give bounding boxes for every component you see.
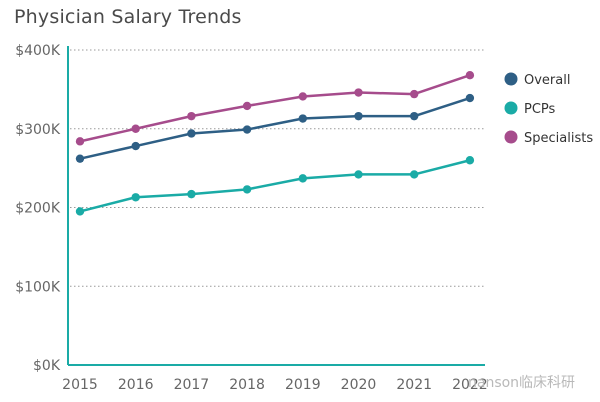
legend-label-specialists: Specialists: [524, 131, 593, 146]
legend-label-pcps: PCPs: [524, 102, 556, 117]
data-point-pcps: [465, 156, 475, 165]
x-tick-label: 2016: [118, 377, 154, 393]
y-tick-label: $100K: [15, 279, 61, 295]
y-tick-label: $200K: [15, 201, 61, 217]
data-point-pcps: [298, 174, 307, 183]
data-point-specialists: [75, 137, 85, 146]
data-point-specialists: [465, 71, 475, 80]
x-tick-label: 2018: [229, 377, 265, 393]
data-point-pcps: [131, 193, 140, 202]
legend-marker-pcps: [504, 101, 518, 115]
x-tick-label: 2019: [285, 377, 321, 393]
data-point-specialists: [131, 124, 140, 133]
data-point-specialists: [410, 89, 419, 99]
x-tick-label: 2015: [62, 377, 98, 393]
y-tick-label: $0K: [33, 358, 61, 374]
data-point-overall: [410, 111, 419, 121]
series-line-overall: [79, 96, 471, 160]
data-point-overall: [354, 111, 363, 121]
data-point-specialists: [187, 111, 196, 121]
x-tick-label: 2021: [396, 377, 432, 393]
chart-title: Physician Salary Trends: [14, 6, 242, 28]
data-point-pcps: [187, 189, 196, 199]
data-point-specialists: [242, 101, 252, 111]
watermark-text: nanson临床科研: [468, 375, 575, 391]
data-point-pcps: [410, 170, 419, 179]
data-point-pcps: [75, 207, 85, 216]
data-point-specialists: [354, 88, 363, 97]
data-point-overall: [75, 154, 85, 163]
data-point-overall: [298, 114, 307, 123]
data-point-specialists: [298, 92, 307, 101]
data-point-pcps: [354, 170, 363, 179]
legend-marker-specialists: [504, 130, 518, 144]
series-line-pcps: [79, 159, 471, 213]
data-point-overall: [465, 93, 475, 103]
x-tick-label: 2017: [174, 377, 210, 393]
data-point-overall: [131, 141, 140, 151]
legend-label-overall: Overall: [524, 73, 570, 88]
series-line-specialists: [79, 74, 471, 143]
y-tick-label: $300K: [15, 122, 61, 138]
data-point-overall: [242, 125, 252, 134]
data-point-overall: [187, 129, 196, 138]
legend-marker-overall: [504, 72, 518, 86]
data-point-pcps: [242, 185, 252, 194]
x-tick-label: 2020: [341, 377, 377, 393]
x-tick-label: 2022: [452, 377, 488, 393]
y-tick-label: $400K: [15, 43, 61, 59]
